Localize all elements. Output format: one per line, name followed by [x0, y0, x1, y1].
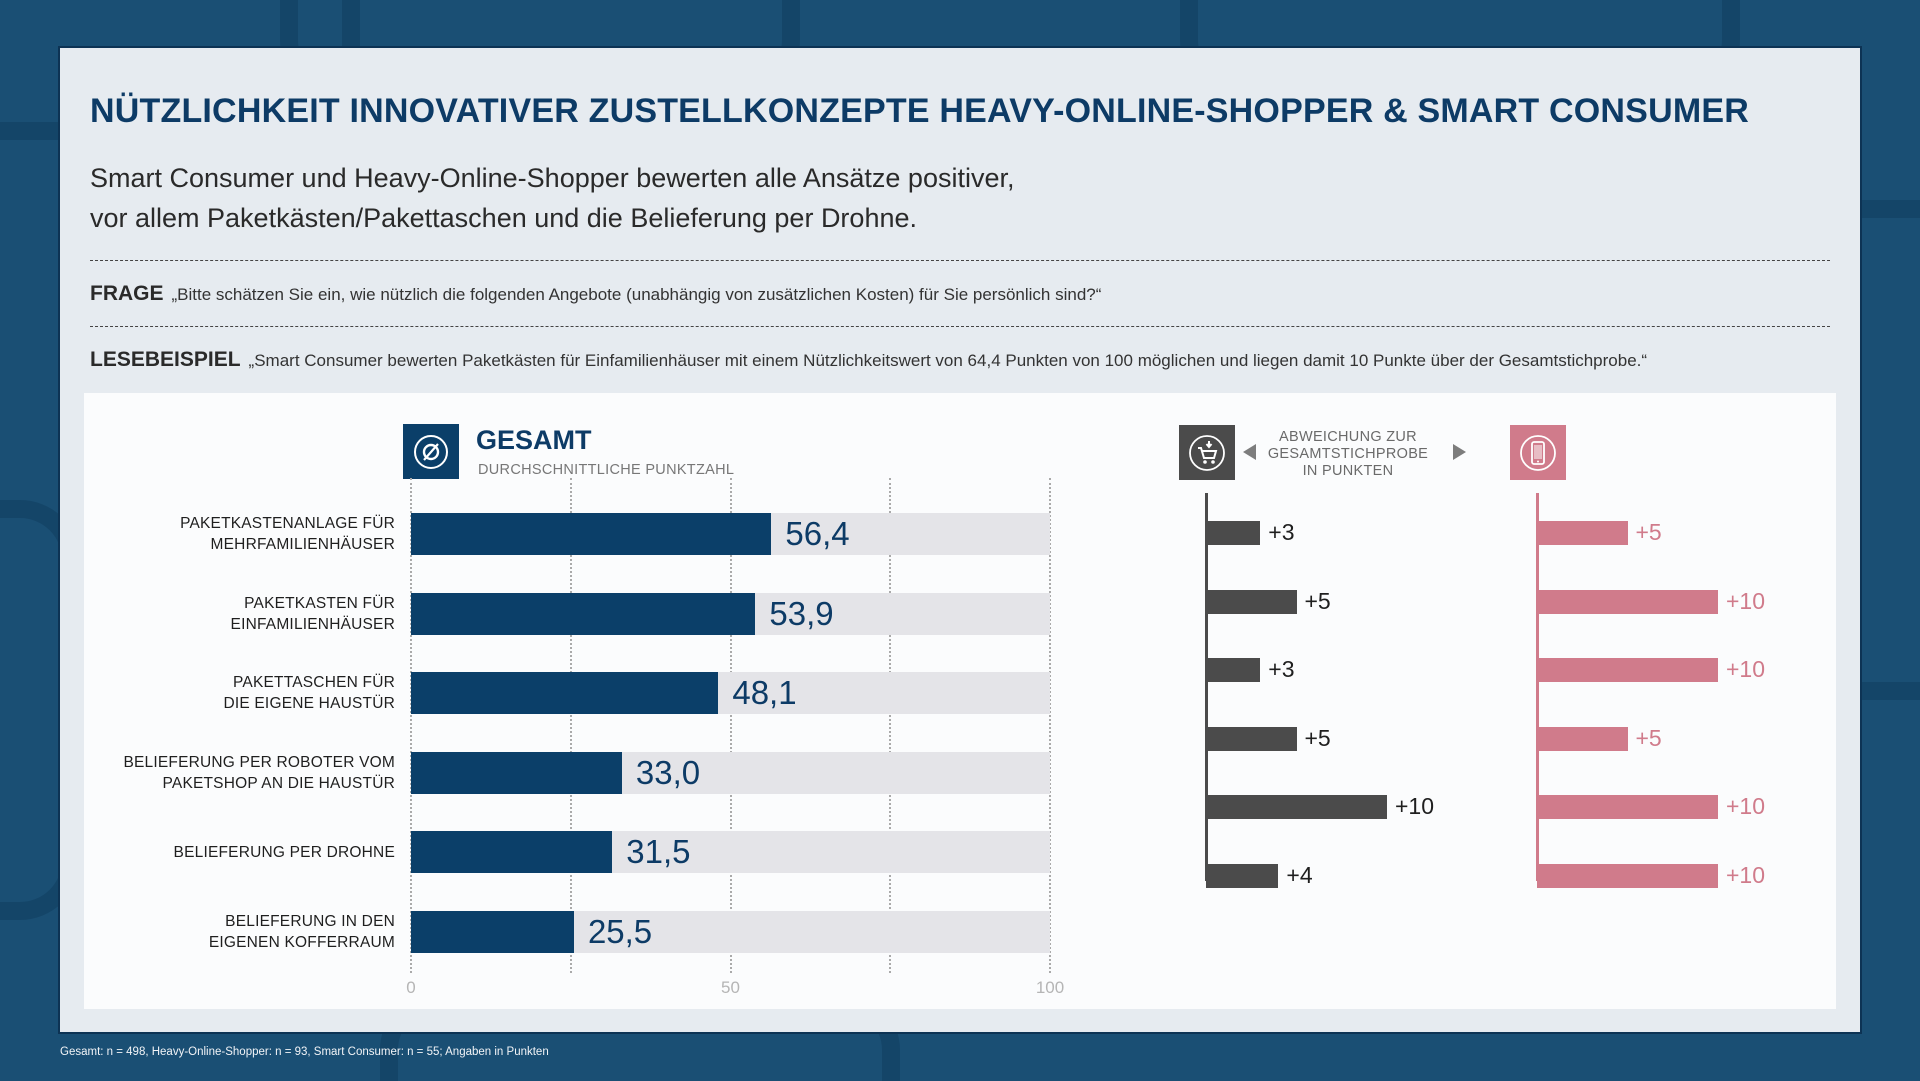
divider — [90, 326, 1830, 327]
bar-smart-consumer — [1537, 658, 1718, 683]
category-label: BELIEFERUNG IN DEN EIGENEN KOFFERRAUM — [55, 911, 395, 953]
deviation-value-label: +5 — [1635, 724, 1662, 751]
arrow-right-icon — [1453, 444, 1466, 460]
category-label: PAKETKASTENANLAGE FÜR MEHRFAMILIENHÄUSER — [55, 513, 395, 555]
bar-heavy-online-shopper — [1206, 658, 1261, 683]
category-label: PAKETKASTEN FÜR EINFAMILIENHÄUSER — [55, 593, 395, 635]
category-label-line: PAKETKASTEN FÜR — [244, 594, 395, 612]
category-label-line: BELIEFERUNG PER ROBOTER VOM — [123, 753, 395, 771]
question-label: FRAGE — [90, 282, 164, 305]
bar-value-label: 53,9 — [769, 594, 834, 632]
arrow-left-icon — [1243, 444, 1256, 460]
question-line: FRAGE „Bitte schätzen Sie ein, wie nützli… — [90, 282, 1101, 306]
subtitle: Smart Consumer und Heavy-Online-Shopper … — [90, 158, 1290, 238]
example-label: LESEBEISPIEL — [90, 348, 241, 371]
deviation-value-label: +10 — [1395, 793, 1435, 820]
deviation-legend-line: IN PUNKTEN — [1302, 463, 1394, 479]
example-line: LESEBEISPIEL „Smart Consumer bewerten Pak… — [90, 348, 1647, 372]
category-label-line: EINFAMILIENHÄUSER — [230, 615, 395, 633]
shopping-cart-icon — [1179, 425, 1235, 480]
deviation-legend-line: ABWEICHUNG ZUR — [1279, 429, 1417, 445]
bar-gesamt — [411, 672, 719, 715]
question-text: „Bitte schätzen Sie ein, wie nützlich di… — [171, 285, 1102, 304]
grid-tick — [1049, 478, 1051, 973]
deviation-value-label: +4 — [1286, 862, 1313, 888]
deviation-legend-line: GESAMTSTICHPROBE — [1267, 446, 1429, 462]
deviation-value-label: +10 — [1726, 862, 1766, 888]
average-diameter-icon — [403, 424, 459, 479]
category-label-line: DIE EIGENE HAUSTÜR — [223, 695, 395, 713]
category-label: PAKETTASCHEN FÜR DIE EIGENE HAUSTÜR — [55, 672, 395, 714]
bar-value-label: 48,1 — [732, 674, 797, 712]
bar-heavy-online-shopper — [1206, 864, 1279, 888]
category-label-line: PAKETSHOP AN DIE HAUSTÜR — [162, 774, 395, 792]
x-tick-label: 100 — [1035, 978, 1065, 997]
category-label-line: MEHRFAMILIENHÄUSER — [210, 536, 395, 553]
bar-gesamt — [411, 911, 574, 953]
chart-card: GESAMT DURCHSCHNITTLICHE PUNKTZAHL ABWEI… — [84, 393, 1836, 1009]
bar-smart-consumer — [1537, 864, 1718, 888]
deviation-value-label: +3 — [1268, 656, 1295, 683]
bar-heavy-online-shopper — [1206, 521, 1261, 545]
bar-heavy-online-shopper — [1206, 726, 1297, 751]
category-label-line: PAKETTASCHEN FÜR — [233, 674, 395, 692]
bar-value-label: 25,5 — [587, 913, 653, 950]
deviation-value-label: +10 — [1726, 656, 1766, 683]
deviation-value-label: +5 — [1635, 519, 1662, 545]
deviation-value-label: +5 — [1304, 724, 1331, 751]
x-tick-label: 50 — [721, 978, 740, 997]
deviation-legend: ABWEICHUNG ZUR GESAMTSTICHPROBE IN PUNKT… — [1262, 429, 1434, 480]
category-label-line: BELIEFERUNG PER DROHNE — [173, 843, 395, 861]
gesamt-subtitle: DURCHSCHNITTLICHE PUNKTZAHL — [478, 462, 735, 478]
infographic-panel: NÜTZLICHKEIT INNOVATIVER ZUSTELLKONZEPTE… — [60, 48, 1860, 1032]
deviation-value-label: +3 — [1268, 519, 1295, 545]
subtitle-line-1: Smart Consumer und Heavy-Online-Shopper … — [90, 163, 1015, 193]
grid-tick — [569, 478, 572, 973]
grid-tick — [729, 478, 732, 973]
bar-smart-consumer — [1537, 589, 1718, 614]
bar-value-label: 31,5 — [626, 833, 691, 871]
category-label-line: EIGENEN KOFFERRAUM — [208, 934, 395, 951]
grid-tick — [889, 478, 892, 973]
page-title: NÜTZLICHKEIT INNOVATIVER ZUSTELLKONZEPTE… — [90, 92, 1749, 130]
bar-value-label: 56,4 — [785, 515, 850, 552]
grid-tick — [410, 478, 412, 973]
category-label-line: BELIEFERUNG IN DEN — [225, 913, 395, 930]
bar-smart-consumer — [1537, 726, 1628, 751]
divider — [90, 260, 1830, 261]
axis-smart-consumer — [1535, 493, 1539, 881]
category-label: BELIEFERUNG PER DROHNE — [55, 842, 395, 863]
category-label: BELIEFERUNG PER ROBOTER VOM PAKETSHOP AN … — [55, 752, 395, 794]
subtitle-line-2: vor allem Paketkästen/Pakettaschen und d… — [90, 203, 917, 233]
x-tick-label: 0 — [406, 978, 416, 997]
deviation-value-label: +5 — [1304, 587, 1331, 614]
bar-gesamt — [411, 831, 613, 874]
gesamt-title: GESAMT — [476, 425, 592, 455]
bar-gesamt — [411, 751, 622, 794]
bar-value-label: 33,0 — [635, 753, 701, 791]
bar-heavy-online-shopper — [1206, 795, 1387, 820]
example-text: „Smart Consumer bewerten Paketkästen für… — [248, 351, 1648, 370]
bar-gesamt — [411, 592, 756, 635]
deviation-value-label: +10 — [1726, 587, 1766, 614]
deviation-value-label: +10 — [1726, 793, 1766, 820]
bar-heavy-online-shopper — [1206, 589, 1297, 614]
axis-heavy-online-shopper — [1204, 493, 1208, 881]
footnote: Gesamt: n = 498, Heavy-Online-Shopper: n… — [60, 1046, 549, 1058]
bar-smart-consumer — [1537, 521, 1628, 545]
smartphone-icon — [1510, 425, 1566, 480]
bar-gesamt — [411, 513, 772, 555]
bar-smart-consumer — [1537, 795, 1718, 820]
category-label-line: PAKETKASTENANLAGE FÜR — [180, 515, 395, 532]
